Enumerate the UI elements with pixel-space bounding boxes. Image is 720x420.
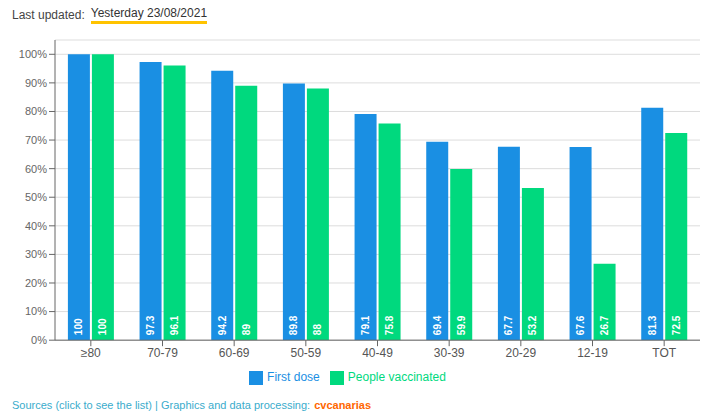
svg-text:26.7: 26.7 bbox=[599, 315, 610, 335]
svg-text:100%: 100% bbox=[19, 48, 47, 60]
svg-text:89.8: 89.8 bbox=[288, 315, 299, 335]
svg-text:94.2: 94.2 bbox=[217, 315, 228, 335]
svg-text:20-29: 20-29 bbox=[505, 346, 536, 360]
svg-text:0%: 0% bbox=[31, 334, 47, 346]
svg-text:89: 89 bbox=[241, 324, 252, 336]
svg-text:30-39: 30-39 bbox=[434, 346, 465, 360]
svg-text:20%: 20% bbox=[25, 277, 47, 289]
svg-text:40-49: 40-49 bbox=[362, 346, 393, 360]
svg-text:67.6: 67.6 bbox=[575, 315, 586, 335]
svg-text:59.9: 59.9 bbox=[456, 315, 467, 335]
svg-text:10%: 10% bbox=[25, 305, 47, 317]
svg-text:90%: 90% bbox=[25, 77, 47, 89]
svg-text:100: 100 bbox=[97, 318, 108, 335]
html-text:Last updated:: Last updated: bbox=[12, 8, 85, 22]
html-text:Sources (click to see the list: Sources (click to see the list) | Graphi… bbox=[12, 399, 372, 411]
svg-text:72.5: 72.5 bbox=[671, 315, 682, 335]
svg-text:69.4: 69.4 bbox=[432, 315, 443, 335]
svg-text:79.1: 79.1 bbox=[360, 315, 371, 335]
svg-text:30%: 30% bbox=[25, 248, 47, 260]
svg-text:81.3: 81.3 bbox=[647, 315, 658, 335]
svg-text:96.1: 96.1 bbox=[169, 315, 180, 335]
html-text:Yesterday 23/08/2021: Yesterday 23/08/2021 bbox=[90, 6, 208, 20]
svg-text:50%: 50% bbox=[25, 191, 47, 203]
svg-text:50-59: 50-59 bbox=[290, 346, 321, 360]
svg-text:60%: 60% bbox=[25, 163, 47, 175]
svg-text:88: 88 bbox=[312, 324, 323, 336]
svg-text:80%: 80% bbox=[25, 105, 47, 117]
svg-text:12-19: 12-19 bbox=[577, 346, 608, 360]
svg-text:70%: 70% bbox=[25, 134, 47, 146]
svg-text:53.2: 53.2 bbox=[527, 315, 538, 335]
html-text:First dose: First dose bbox=[267, 370, 320, 385]
svg-text:60-69: 60-69 bbox=[219, 346, 250, 360]
svg-text:100: 100 bbox=[73, 318, 84, 335]
svg-text:97.3: 97.3 bbox=[145, 315, 156, 335]
svg-text:70-79: 70-79 bbox=[147, 346, 178, 360]
svg-text:≥80: ≥80 bbox=[81, 346, 101, 360]
svg-text:75.8: 75.8 bbox=[384, 315, 395, 335]
html-text:People vaccinated: People vaccinated bbox=[347, 370, 446, 385]
svg-text:67.7: 67.7 bbox=[503, 315, 514, 335]
svg-text:TOT: TOT bbox=[652, 346, 676, 360]
svg-text:40%: 40% bbox=[25, 220, 47, 232]
